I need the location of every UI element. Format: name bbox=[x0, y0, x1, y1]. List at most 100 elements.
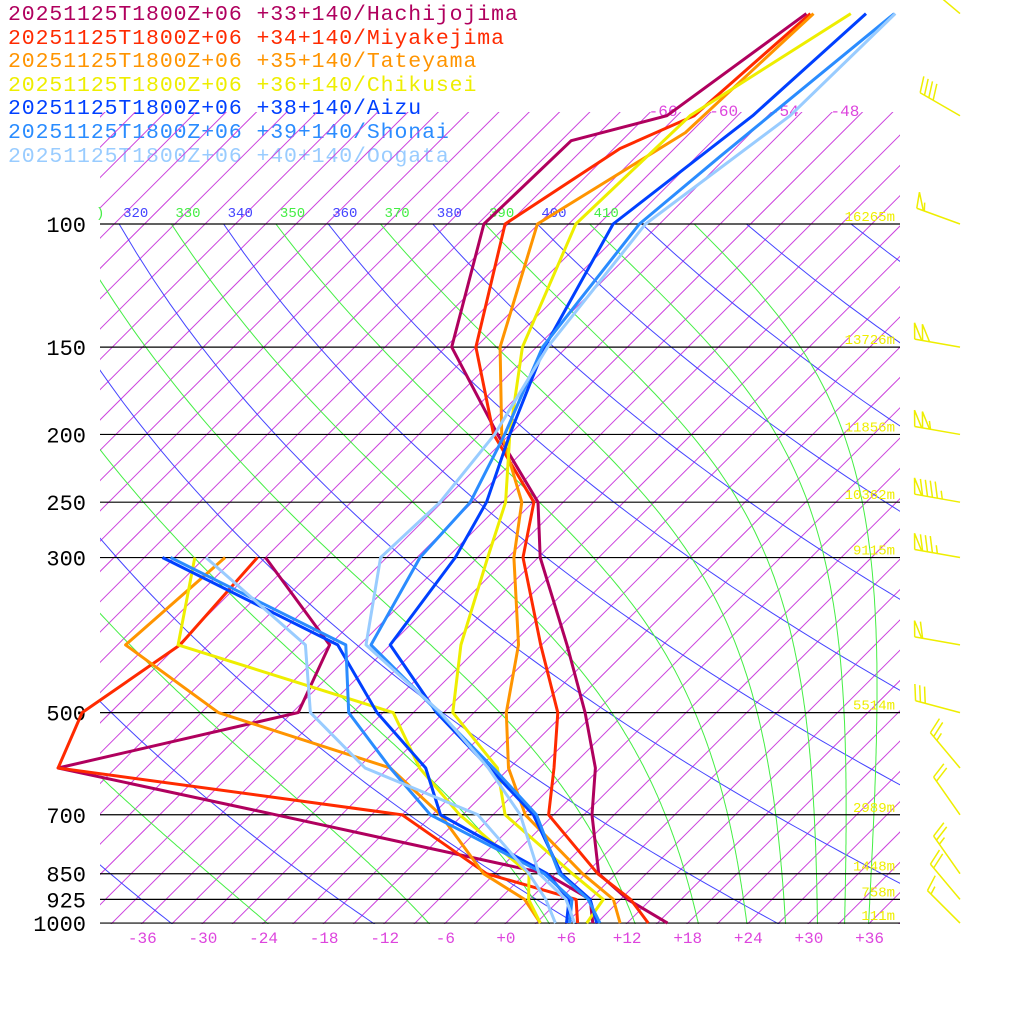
isotherm-line bbox=[100, 112, 773, 785]
isotherm-line bbox=[100, 112, 712, 724]
wind-barb-full bbox=[914, 683, 917, 701]
height-label: 11856m bbox=[845, 420, 895, 436]
wind-barb-flag bbox=[913, 409, 923, 428]
wind-barb-flag bbox=[921, 323, 931, 342]
isotherm-line bbox=[140, 164, 900, 924]
wind-barb-full bbox=[919, 76, 925, 93]
wind-barb-full bbox=[933, 853, 944, 869]
wind-barb bbox=[913, 322, 961, 348]
isotherm-line bbox=[655, 679, 900, 924]
wind-barb bbox=[913, 477, 961, 503]
wind-barb bbox=[919, 76, 961, 117]
isotherm-line bbox=[231, 255, 900, 924]
chikusei-temperature-line bbox=[451, 12, 852, 924]
dry-adiabat-line bbox=[100, 537, 578, 924]
temperature-tick-label: -36 bbox=[128, 930, 157, 948]
wind-barb-full bbox=[929, 849, 941, 865]
moist-adiabat-line bbox=[693, 224, 878, 924]
temperature-tick-label: -6 bbox=[436, 930, 455, 948]
isotherm-line bbox=[100, 112, 137, 149]
wind-barb-full bbox=[924, 479, 929, 497]
isotherm-line bbox=[595, 619, 900, 924]
wind-barb-full bbox=[933, 722, 944, 737]
dry-adiabat-line bbox=[100, 700, 376, 924]
wind-barb-half bbox=[930, 886, 936, 895]
isotherm-top-label: -48 bbox=[830, 103, 859, 121]
dry-adiabat-line bbox=[100, 864, 174, 924]
wind-barb-staff bbox=[926, 890, 961, 924]
isotherm-line bbox=[100, 112, 530, 542]
isotherm-line bbox=[100, 112, 894, 906]
moist-adiabat-line bbox=[100, 612, 431, 924]
theta-label: 410 bbox=[594, 206, 619, 222]
isotherm-line bbox=[413, 437, 900, 924]
wind-barb-full bbox=[924, 535, 929, 552]
shonai-dewpoint-line bbox=[169, 556, 574, 924]
theta-label: 330 bbox=[175, 206, 200, 222]
pressure-label: 700 bbox=[46, 805, 86, 830]
wind-barbs bbox=[913, 0, 961, 924]
isotherm-line bbox=[716, 740, 900, 924]
moist-adiabat-line bbox=[100, 279, 636, 924]
temperature-tick-label: +36 bbox=[855, 930, 884, 948]
isotherm-line bbox=[100, 112, 743, 755]
axis-labels: 100 16265m 150 13726m 200 11856m 250 10362m 300 9… bbox=[33, 103, 895, 948]
isotherm-line bbox=[534, 558, 900, 924]
temperature-tick-label: +0 bbox=[496, 930, 515, 948]
height-label: 2989m bbox=[853, 801, 895, 817]
isotherm-line bbox=[100, 112, 197, 209]
isotherm-line bbox=[100, 112, 167, 179]
isotherm-line bbox=[170, 194, 900, 924]
wind-barb-flag bbox=[913, 532, 923, 552]
temperature-tick-label: -12 bbox=[370, 930, 399, 948]
isotherm-top-label: -54 bbox=[770, 103, 799, 121]
height-label: 5514m bbox=[853, 699, 895, 715]
wind-barb-staff bbox=[929, 732, 961, 769]
wind-barb-full bbox=[919, 478, 924, 496]
isotherm-line bbox=[100, 112, 379, 391]
temperature-tick-label: +18 bbox=[673, 930, 702, 948]
isotherm-line bbox=[443, 467, 900, 924]
isotherm-line bbox=[322, 346, 900, 924]
isotherm-line bbox=[100, 112, 500, 512]
isotherm-line bbox=[473, 497, 900, 924]
wind-barb bbox=[929, 849, 961, 900]
moist-adiabat-line bbox=[100, 448, 551, 924]
shonai-temperature-line bbox=[369, 12, 896, 924]
isotherm-line bbox=[100, 112, 227, 239]
pressure-label: 1000 bbox=[33, 913, 86, 938]
isotherm-line bbox=[564, 588, 900, 924]
isotherm-top-label: -60 bbox=[709, 103, 738, 121]
wind-barb-staff bbox=[942, 0, 961, 15]
wind-barb-staff bbox=[919, 92, 961, 117]
theta-label: ) bbox=[96, 206, 104, 222]
dry-adiabat-line bbox=[100, 369, 780, 924]
hachijojima-temperature-line bbox=[450, 12, 808, 925]
wind-barb-full bbox=[923, 686, 926, 704]
pressure-label: 850 bbox=[46, 864, 86, 889]
pressure-label: 100 bbox=[46, 214, 86, 239]
dry-adiabat-line bbox=[641, 224, 900, 427]
wind-barb-half bbox=[940, 490, 944, 500]
wind-barb-staff bbox=[929, 863, 961, 900]
temperature-tick-label: +24 bbox=[734, 930, 763, 948]
legend: 20251125T1800Z+06 +33+140/Hachijojima 202… bbox=[8, 3, 519, 169]
wind-barb bbox=[942, 0, 961, 15]
legend-entry: 20251125T1800Z+06 +34+140/Miyakejima bbox=[8, 26, 505, 51]
isotherm-line bbox=[746, 770, 900, 924]
isotherm-line bbox=[686, 710, 900, 924]
isotherm-line bbox=[100, 112, 652, 664]
chikusei-dewpoint-line bbox=[176, 557, 542, 924]
temperature-tick-label: +30 bbox=[795, 930, 824, 948]
isotherm-line bbox=[807, 831, 900, 924]
isotherm-line bbox=[100, 112, 470, 482]
wind-barb-full bbox=[929, 535, 934, 553]
pressure-label: 200 bbox=[46, 424, 86, 449]
height-label: 9115m bbox=[853, 544, 895, 560]
isotherm-line bbox=[352, 376, 900, 924]
adiabats bbox=[100, 224, 900, 924]
isotherm-line bbox=[100, 112, 318, 330]
wind-barb-full bbox=[933, 763, 945, 778]
wind-barb-full bbox=[929, 480, 934, 498]
